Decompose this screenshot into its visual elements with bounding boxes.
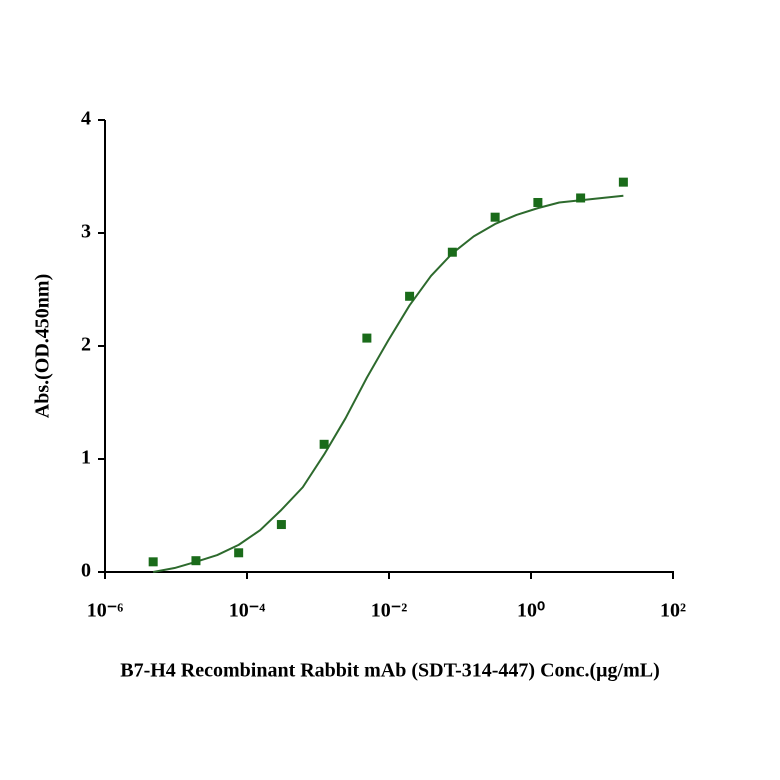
data-point	[576, 193, 586, 203]
data-point	[533, 197, 543, 207]
x-tick-label: 10⁻⁶	[87, 600, 124, 622]
data-point	[490, 212, 500, 222]
data-point	[618, 177, 628, 187]
x-tick-label: 10⁰	[517, 600, 545, 622]
data-point	[234, 548, 244, 558]
x-axis-title: B7-H4 Recombinant Rabbit mAb (SDT-314-44…	[120, 660, 660, 682]
x-tick-label: 10⁻²	[371, 600, 408, 622]
data-point	[148, 557, 158, 567]
y-tick-label: 2	[81, 334, 91, 356]
data-point	[405, 291, 415, 301]
x-tick-label: 10⁻⁴	[229, 600, 266, 622]
fit-curve	[152, 194, 624, 573]
data-point	[276, 520, 286, 530]
y-tick-label: 4	[81, 108, 91, 130]
data-point	[447, 247, 457, 257]
y-tick-label: 0	[81, 560, 91, 582]
data-point	[319, 439, 329, 449]
y-tick-label: 3	[81, 221, 91, 243]
data-point	[362, 333, 372, 343]
x-tick-label: 10²	[660, 600, 686, 622]
y-tick-label: 1	[81, 447, 91, 469]
y-axis-title: Abs.(OD.450nm)	[32, 274, 54, 418]
data-point	[191, 556, 201, 566]
